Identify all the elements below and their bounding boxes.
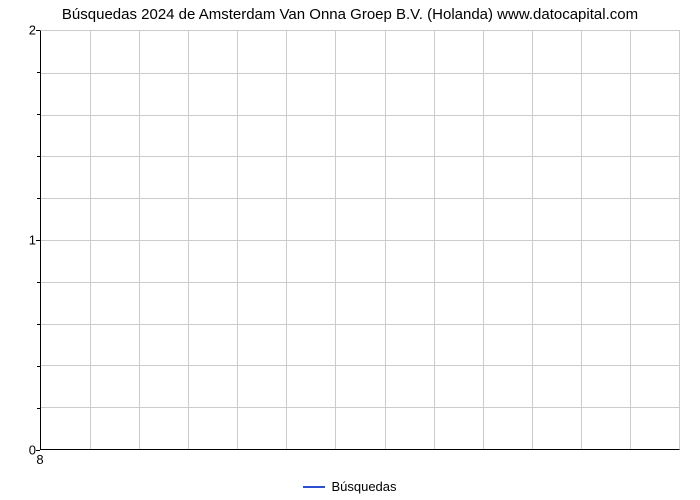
gridline-v — [385, 31, 386, 449]
plot-area — [40, 30, 680, 450]
gridline-v — [581, 31, 582, 449]
gridline-h — [41, 73, 679, 74]
gridline-v — [286, 31, 287, 449]
legend-label: Búsquedas — [331, 479, 396, 494]
ytick-minor — [37, 198, 40, 199]
ytick-minor — [37, 114, 40, 115]
xtick-label: 8 — [36, 452, 43, 467]
ytick-label: 2 — [18, 23, 36, 38]
ytick-mark — [36, 30, 40, 31]
gridline-h — [41, 324, 679, 325]
gridline-h — [41, 156, 679, 157]
legend-swatch — [303, 486, 325, 488]
chart-title: Búsquedas 2024 de Amsterdam Van Onna Gro… — [0, 6, 700, 23]
ytick-minor — [37, 282, 40, 283]
ytick-minor — [37, 408, 40, 409]
gridline-v — [434, 31, 435, 449]
chart-container: Búsquedas 2024 de Amsterdam Van Onna Gro… — [0, 0, 700, 500]
gridline-v — [532, 31, 533, 449]
ytick-label: 0 — [18, 443, 36, 458]
gridline-v — [335, 31, 336, 449]
ytick-mark — [36, 240, 40, 241]
gridline-v — [139, 31, 140, 449]
gridline-v — [630, 31, 631, 449]
ytick-minor — [37, 72, 40, 73]
ytick-mark — [36, 450, 40, 451]
gridline-v — [237, 31, 238, 449]
ytick-minor — [37, 324, 40, 325]
gridline-v — [483, 31, 484, 449]
gridline-h — [41, 407, 679, 408]
legend-item: Búsquedas — [303, 479, 396, 494]
gridline-v — [90, 31, 91, 449]
ytick-minor — [37, 366, 40, 367]
gridline-v — [188, 31, 189, 449]
gridline-h — [41, 240, 679, 241]
legend: Búsquedas — [0, 475, 700, 495]
gridline-h — [41, 365, 679, 366]
ytick-label: 1 — [18, 233, 36, 248]
gridline-h — [41, 282, 679, 283]
gridline-h — [41, 198, 679, 199]
ytick-minor — [37, 156, 40, 157]
gridline-h — [41, 115, 679, 116]
